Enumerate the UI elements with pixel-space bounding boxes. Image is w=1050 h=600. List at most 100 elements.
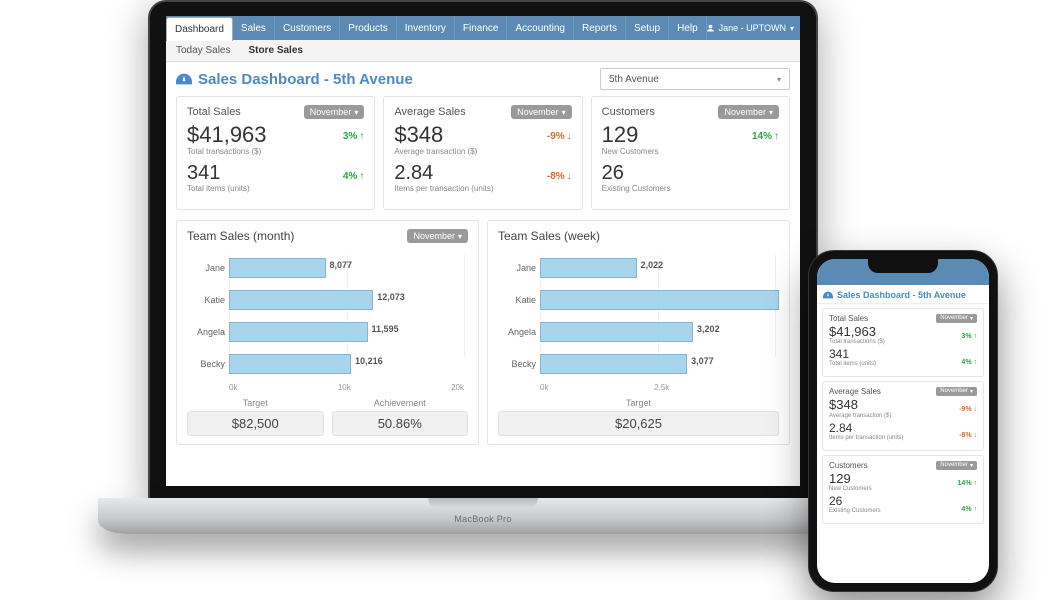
laptop-brand-text: MacBook Pro — [454, 514, 511, 524]
chart-title: Team Sales (week) — [498, 229, 600, 243]
month-selector[interactable]: November — [936, 314, 977, 323]
metric-value: 2.84 — [829, 422, 977, 435]
bar-label: Angela — [498, 327, 536, 337]
card-title: Customers — [829, 461, 868, 470]
bar-track: 2,022 — [540, 258, 779, 278]
card-title: Average Sales — [394, 106, 465, 118]
subnav-tab-today-sales[interactable]: Today Sales — [176, 45, 230, 56]
delta-badge: 4% — [961, 359, 977, 366]
nav-tab-reports[interactable]: Reports — [574, 16, 626, 40]
bar — [540, 258, 637, 278]
metric-value: $348 — [829, 398, 977, 412]
footer-value: $82,500 — [187, 411, 324, 436]
card-customers: Customers November 129 New Customers 14%… — [591, 96, 790, 210]
month-selector[interactable]: November — [936, 387, 977, 396]
bar-value: 2,022 — [637, 260, 664, 270]
bar-value: 3,077 — [687, 356, 714, 366]
metric-label: Average transaction ($) — [829, 413, 977, 419]
phone-card-total-sales: Total SalesNovember $41,963 Total transa… — [822, 308, 984, 377]
bar-chart: Jane2,022KatieAngela3,202Becky3,077 — [498, 247, 779, 377]
metric-value: $41,963 — [187, 123, 364, 147]
x-axis: 0k 10k 20k — [187, 383, 468, 392]
month-selector[interactable]: November — [304, 105, 365, 119]
nav-tab-customers[interactable]: Customers — [275, 16, 340, 40]
metric-label: Total transactions ($) — [187, 147, 364, 156]
bar-row: Angela11,595 — [229, 319, 468, 345]
bar-row: Katie12,073 — [229, 287, 468, 313]
user-menu[interactable]: Jane - UPTOWN ▾ — [706, 16, 794, 40]
delta-badge: -8% — [959, 432, 977, 439]
delta-badge: -8% — [547, 171, 572, 182]
metric-value: 2.84 — [394, 162, 571, 184]
page-title: Sales Dashboard - 5th Avenue — [198, 71, 413, 88]
store-select-value: 5th Avenue — [609, 74, 659, 85]
nav-tab-products[interactable]: Products — [340, 16, 396, 40]
footer-label: Target — [187, 398, 324, 408]
month-selector[interactable]: November — [511, 105, 572, 119]
chart-team-sales-month: Team Sales (month) November Jane8,077Kat… — [176, 220, 479, 445]
subnav-tab-store-sales[interactable]: Store Sales — [248, 45, 302, 56]
card-title: Total Sales — [187, 106, 241, 118]
metric-label: Total items (units) — [187, 184, 364, 193]
delta-badge: -9% — [959, 406, 977, 413]
title-bar: Sales Dashboard - 5th Avenue 5th Avenue … — [166, 62, 800, 96]
bar-value: 10,216 — [351, 356, 383, 366]
delta-badge: 3% — [343, 131, 364, 142]
store-select[interactable]: 5th Avenue ▾ — [600, 68, 790, 90]
delta-badge: 3% — [961, 333, 977, 340]
phone-card-customers: CustomersNovember 129 New Customers 14% … — [822, 455, 984, 524]
sub-nav: Today Sales Store Sales — [166, 40, 800, 62]
bar-track: 3,202 — [540, 322, 779, 342]
bar-row: Katie — [540, 287, 779, 313]
phone-card-average-sales: Average Sales November $348 Average trans… — [822, 381, 984, 450]
metric-value: 341 — [187, 162, 364, 184]
metric-value: 129 — [829, 472, 977, 486]
user-icon — [706, 24, 715, 33]
footer-value: $20,625 — [498, 411, 779, 436]
bar — [229, 354, 351, 374]
laptop-mockup: DashboardSalesCustomersProductsInventory… — [98, 0, 868, 555]
phone-page-title: Sales Dashboard - 5th Avenue — [837, 290, 966, 300]
metric-label: New Customers — [602, 147, 779, 156]
nav-tab-finance[interactable]: Finance — [455, 16, 508, 40]
axis-tick: 20k — [451, 383, 464, 392]
axis-tick: 2.5k — [654, 383, 669, 392]
card-title: Average Sales — [829, 387, 881, 396]
bar-value: 8,077 — [326, 260, 353, 270]
nav-tab-accounting[interactable]: Accounting — [507, 16, 573, 40]
dashboard-icon — [176, 73, 192, 85]
nav-tab-inventory[interactable]: Inventory — [397, 16, 455, 40]
bar-label: Angela — [187, 327, 225, 337]
month-selector[interactable]: November — [407, 229, 468, 243]
metric-label: Total items (units) — [829, 361, 977, 367]
axis-tick: 10k — [338, 383, 351, 392]
bar — [229, 258, 326, 278]
laptop-hinge-notch — [428, 498, 538, 508]
bar-value: 3,202 — [693, 324, 720, 334]
chevron-down-icon: ▾ — [790, 24, 794, 33]
metric-value: 341 — [829, 348, 977, 361]
nav-tab-help[interactable]: Help — [669, 16, 707, 40]
dashboard-icon — [823, 291, 833, 299]
bar-label: Jane — [498, 263, 536, 273]
chart-footer: Target $82,500 Achievement 50.86% — [187, 398, 468, 436]
month-selector[interactable]: November — [936, 461, 977, 470]
delta-badge: -9% — [547, 131, 572, 142]
chart-footer: Target$20,625 — [498, 398, 779, 436]
footer-value: 50.86% — [332, 411, 469, 436]
bar-row: Jane2,022 — [540, 255, 779, 281]
bar-track: 8,077 — [229, 258, 468, 278]
card-title: Customers — [602, 106, 655, 118]
month-selector[interactable]: November — [718, 105, 779, 119]
bar-value: 12,073 — [373, 292, 405, 302]
bar-label: Jane — [187, 263, 225, 273]
bar — [540, 290, 779, 310]
nav-tab-setup[interactable]: Setup — [626, 16, 669, 40]
nav-tab-sales[interactable]: Sales — [233, 16, 275, 40]
footer-label: Achievement — [332, 398, 469, 408]
bar-track: 11,595 — [229, 322, 468, 342]
chevron-down-icon: ▾ — [777, 75, 781, 84]
metric-label: Items per transaction (units) — [394, 184, 571, 193]
laptop-screen: DashboardSalesCustomersProductsInventory… — [166, 16, 800, 486]
nav-tab-dashboard[interactable]: Dashboard — [166, 17, 233, 41]
